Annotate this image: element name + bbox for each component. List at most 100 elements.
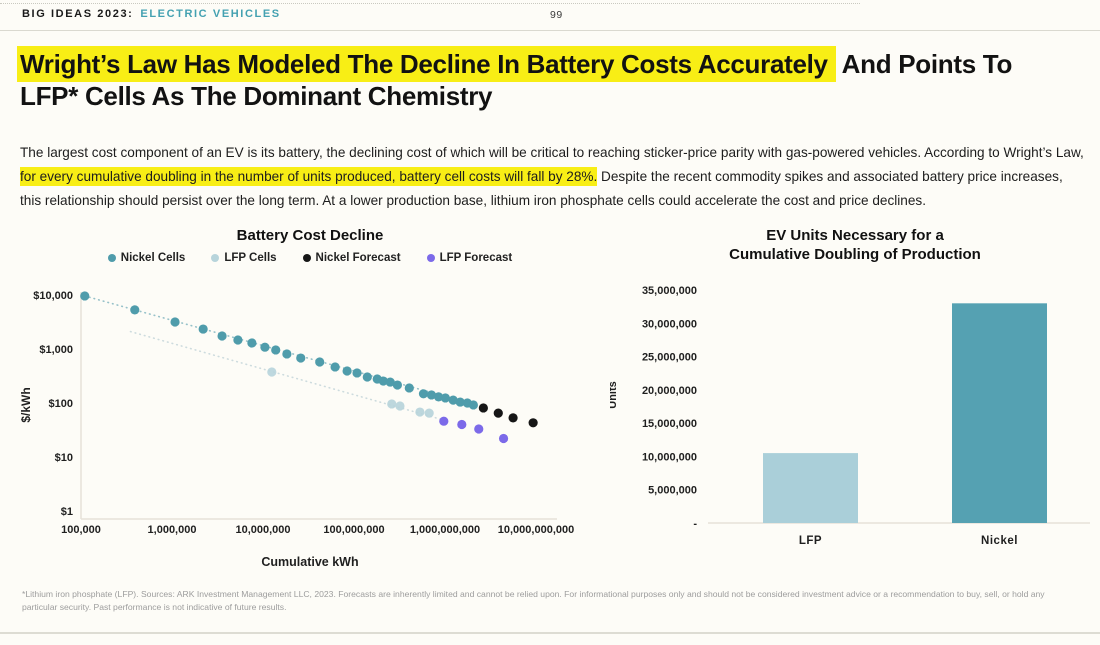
body-post: Despite the recent commodity spikes and … (20, 168, 1063, 208)
data-point (315, 357, 325, 367)
data-point (418, 389, 429, 399)
header-divider (0, 30, 1100, 31)
series-nickel-cells (80, 291, 478, 410)
scatter-legend: Nickel Cells LFP Cells Nickel Forecast LFP … (10, 252, 610, 264)
legend-item-lfp-forecast: LFP Forecast (426, 252, 513, 264)
slide-title-line1: Wright’s Law Has Modeled The Decline In … (17, 46, 1090, 82)
bar-lfp (763, 453, 858, 523)
footnote: *Lithium iron phosphate (LFP). Sources: … (22, 589, 1045, 613)
data-point (282, 349, 292, 359)
x-tick-label: 1,000,000,000 (410, 524, 480, 536)
y-tick-label: $1,000 (39, 344, 73, 356)
deck-brand: BIG IDEAS 2023: (22, 8, 134, 20)
data-point (247, 338, 257, 348)
legend-label: LFP Forecast (439, 252, 513, 264)
legend-label: Nickel Forecast (315, 252, 401, 264)
y-tick-label: $100 (49, 398, 73, 410)
data-point (508, 413, 518, 423)
slide-header: BIG IDEAS 2023: ELECTRIC VEHICLES (22, 8, 281, 20)
category-label: LFP (799, 535, 822, 547)
x-tick-label: 10,000,000 (235, 524, 290, 536)
data-point (352, 368, 362, 378)
y-tick-label: 25,000,000 (642, 352, 697, 364)
page-number: 99 (550, 9, 563, 21)
x-tick-label: 1,000,000 (148, 524, 197, 536)
left-chart-title: Battery Cost Decline (236, 227, 384, 244)
data-point (330, 362, 340, 372)
data-point (440, 393, 450, 403)
data-point (342, 366, 352, 376)
y-tick-label: 20,000,000 (642, 385, 697, 397)
data-point (217, 331, 227, 341)
legend-item-nickel-cells: Nickel Cells (107, 252, 186, 264)
bottom-divider (0, 632, 1100, 634)
y-tick-label: - (693, 518, 697, 530)
data-point (385, 377, 395, 387)
y-tick-label: $10,000 (33, 290, 73, 302)
data-point (468, 400, 478, 410)
body-highlight: for every cumulative doubling in the num… (20, 166, 598, 186)
y-tick-label: 5,000,000 (648, 485, 697, 497)
data-point (170, 317, 180, 327)
data-point (498, 433, 509, 444)
y-axis-title: Units (610, 381, 619, 409)
right-chart-title: EV Units Necessary for a Cumulative Doub… (610, 226, 1100, 264)
title-rest: And Points To (835, 49, 1013, 79)
data-point (296, 353, 306, 363)
legend-item-lfp-cells: LFP Cells (211, 252, 277, 264)
x-tick-label: 10,000,000,000 (498, 524, 574, 536)
right-chart-title-line2: Cumulative Doubling of Production (729, 246, 981, 263)
data-point (433, 392, 444, 402)
bar-plot: 35,000,000 30,000,000 25,000,000 20,000,000… (610, 285, 1090, 547)
data-point (426, 390, 437, 400)
body-paragraph: The largest cost component of an EV is i… (20, 141, 1084, 213)
right-chart-title-line1: EV Units Necessary for a (766, 227, 944, 244)
data-point (457, 419, 467, 430)
series-lfp-forecast (439, 416, 509, 444)
y-tick-label: $10 (55, 452, 73, 464)
slide-title-line2: LFP* Cells As The Dominant Chemistry (20, 81, 493, 111)
data-point (424, 408, 434, 418)
legend-dot (426, 254, 435, 262)
y-tick-label: 15,000,000 (642, 418, 697, 430)
ev-units-doubling-chart: EV Units Necessary for a Cumulative Doub… (610, 226, 1100, 586)
data-point (271, 345, 281, 355)
legend-dot (302, 254, 311, 262)
legend-label: LFP Cells (224, 252, 277, 264)
legend-dot (107, 254, 116, 262)
data-point (404, 383, 414, 393)
legend-item-nickel-forecast: Nickel Forecast (302, 252, 401, 264)
data-point (478, 403, 488, 413)
scatter-plot: $10,000 $1,000 $100 $10 $1 100,000 1,000,000 10… (19, 290, 574, 569)
data-point (198, 324, 208, 334)
data-point (439, 416, 449, 426)
y-tick-label: 35,000,000 (642, 285, 697, 297)
legend-dot (211, 254, 220, 262)
data-point (378, 376, 388, 386)
battery-cost-decline-chart: Battery Cost Decline Nickel Cells LFP Cel… (10, 226, 610, 586)
data-point (415, 407, 425, 417)
data-point (260, 342, 270, 352)
legend-label: Nickel Cells (120, 252, 186, 264)
y-tick-label: $1 (61, 506, 73, 518)
bar-nickel (952, 303, 1047, 523)
top-divider (0, 3, 860, 4)
data-point (493, 408, 503, 418)
series-nickel-forecast (478, 403, 538, 428)
category-label: Nickel (981, 535, 1018, 547)
deck-section: ELECTRIC VEHICLES (140, 8, 281, 20)
x-axis-title: Cumulative kWh (261, 555, 358, 569)
body-pre: The largest cost component of an EV is i… (20, 144, 1084, 160)
data-point (233, 335, 243, 345)
x-tick-label: 100,000 (61, 524, 101, 536)
data-point (395, 401, 405, 411)
data-point (80, 291, 90, 301)
data-point (362, 372, 372, 382)
data-point (392, 380, 403, 390)
series-lfp-cells (267, 367, 434, 418)
x-tick-label: 100,000,000 (323, 524, 384, 536)
data-point (267, 367, 277, 377)
data-point (455, 397, 465, 407)
data-point (528, 418, 538, 428)
slide-title: Wright’s Law Has Modeled The Decline In … (17, 46, 1090, 112)
